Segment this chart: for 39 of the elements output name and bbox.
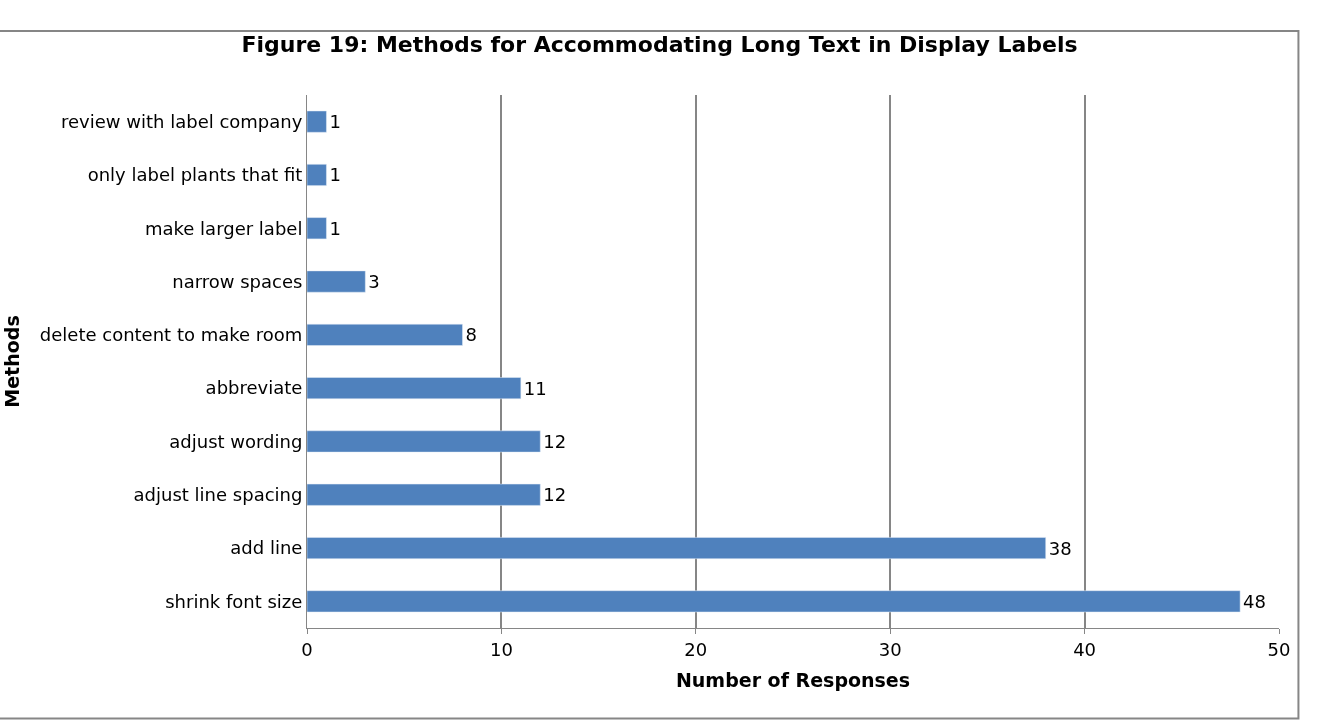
y-tick-label: adjust wording — [169, 430, 303, 452]
chart-title: Figure 19: Methods for Accommodating Long Text in Display Labels — [241, 31, 1078, 57]
data-label: 1 — [329, 111, 341, 133]
bar — [307, 430, 541, 453]
x-tick-label: 40 — [1073, 638, 1097, 660]
data-label: 12 — [543, 430, 567, 452]
y-tick-label: make larger label — [144, 217, 303, 239]
bar — [307, 164, 327, 186]
data-label: 1 — [329, 217, 341, 239]
data-label: 3 — [368, 271, 380, 293]
data-label: 11 — [523, 377, 547, 399]
bar — [307, 270, 366, 293]
y-tick-label: adjust line spacing — [133, 484, 303, 506]
data-label: 48 — [1243, 590, 1267, 612]
y-tick-label: review with label company — [61, 110, 303, 132]
bar — [307, 483, 541, 506]
x-tick-label: 30 — [878, 638, 902, 660]
y-tick-label: add line — [230, 537, 303, 559]
y-tick-label: abbreviate — [205, 377, 303, 399]
x-axis-title: Number of Responses — [675, 669, 911, 692]
x-tick-label: 50 — [1267, 638, 1291, 660]
data-label: 12 — [543, 484, 567, 506]
y-tick-label: only label plants that fit — [87, 164, 303, 186]
x-tick-label: 0 — [301, 638, 313, 660]
y-tick-label: delete content to make room — [39, 324, 303, 346]
bar — [307, 377, 522, 400]
bar — [307, 323, 463, 346]
x-tick-label: 10 — [489, 638, 513, 660]
bar — [307, 537, 1046, 559]
data-label: 8 — [465, 324, 477, 346]
bar — [307, 217, 327, 240]
data-label: 1 — [329, 164, 341, 186]
y-axis-title: Methods — [0, 315, 23, 408]
bar — [307, 590, 1241, 613]
bar — [307, 110, 327, 133]
y-tick-label: narrow spaces — [172, 270, 303, 292]
x-tick-label: 20 — [684, 638, 708, 660]
data-label: 38 — [1048, 537, 1072, 559]
y-tick-label: shrink font size — [165, 590, 303, 612]
